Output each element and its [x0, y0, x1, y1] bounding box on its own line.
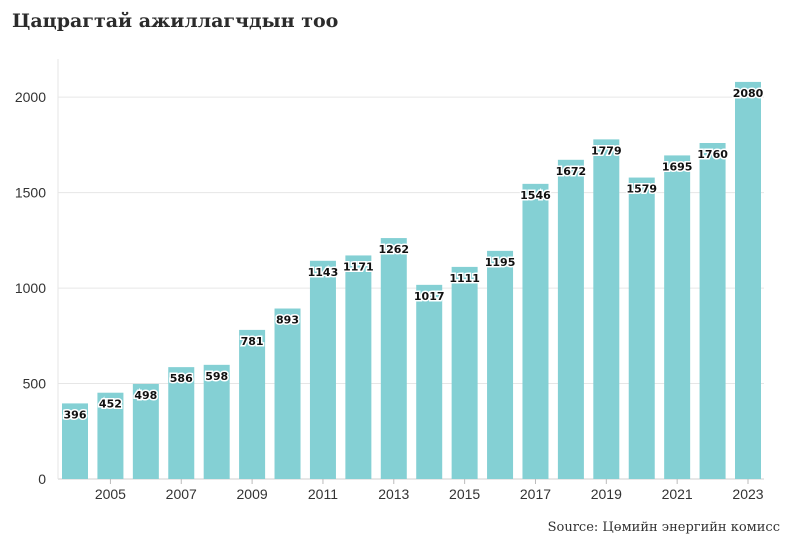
bar	[735, 81, 761, 479]
bar	[593, 139, 620, 479]
x-tick-label: 2005	[95, 486, 126, 502]
bar	[132, 383, 159, 479]
source-note: Source: Цөмийн энергийн комисс	[547, 520, 780, 535]
x-tick-label: 2007	[166, 486, 197, 502]
x-tick-label: 2017	[520, 486, 551, 502]
data-label: 1760	[697, 148, 728, 161]
y-tick-label: 500	[23, 376, 47, 392]
bar	[345, 255, 372, 479]
data-label: 1195	[485, 256, 516, 269]
data-label: 1579	[626, 183, 657, 196]
data-label: 893	[276, 314, 299, 327]
data-label: 1546	[520, 189, 551, 202]
bar	[416, 284, 443, 479]
bar	[168, 367, 195, 479]
bar	[203, 364, 230, 479]
data-label: 452	[99, 398, 122, 411]
bar	[628, 177, 655, 479]
bar	[380, 238, 407, 479]
data-label: 2080	[733, 87, 764, 100]
data-label: 781	[241, 335, 264, 348]
data-label: 1017	[414, 290, 445, 303]
gridlines	[57, 59, 764, 480]
data-label: 498	[134, 389, 157, 402]
data-label: 1143	[308, 266, 339, 279]
y-tick-label: 1000	[15, 280, 46, 296]
chart-title: Цацрагтай ажиллагчдын тоо	[12, 10, 339, 32]
data-label: 396	[64, 408, 87, 421]
x-tick-label: 2013	[378, 486, 409, 502]
data-label: 1672	[556, 165, 587, 178]
bar	[664, 155, 691, 479]
bar	[62, 403, 88, 479]
data-labels: 396 452 498 586 598 781 893 1143 1171 1262 1017 111…	[62, 85, 765, 422]
data-label: 1695	[662, 160, 693, 173]
bar	[239, 329, 266, 479]
y-axis: 0 500 1000 1500 2000	[15, 89, 46, 487]
x-axis: 2005 2007 2009 2011 2013 2015 2017 2019 2021 2023	[95, 479, 764, 502]
bar	[309, 260, 336, 479]
x-tick-label: 2021	[662, 486, 693, 502]
bar	[557, 159, 584, 480]
x-tick-label: 2009	[237, 486, 268, 502]
y-tick-label: 1500	[15, 185, 46, 201]
y-tick-label: 2000	[15, 89, 46, 105]
x-tick-label: 2019	[591, 486, 622, 502]
bar	[487, 250, 514, 479]
data-label: 1171	[343, 260, 374, 273]
bar	[522, 183, 549, 479]
x-tick-label: 2011	[308, 486, 338, 502]
x-tick-label: 2015	[449, 486, 480, 502]
data-label: 1262	[378, 243, 409, 256]
bars	[62, 81, 761, 480]
bar	[97, 392, 124, 479]
x-tick-label: 2023	[732, 486, 763, 502]
y-tick-label: 0	[38, 471, 46, 487]
bar	[451, 266, 478, 479]
data-label: 1779	[591, 144, 622, 157]
data-label: 1111	[449, 272, 480, 285]
data-label: 586	[170, 372, 193, 385]
bar	[274, 308, 301, 479]
data-label: 598	[205, 370, 228, 383]
bar	[699, 143, 726, 479]
